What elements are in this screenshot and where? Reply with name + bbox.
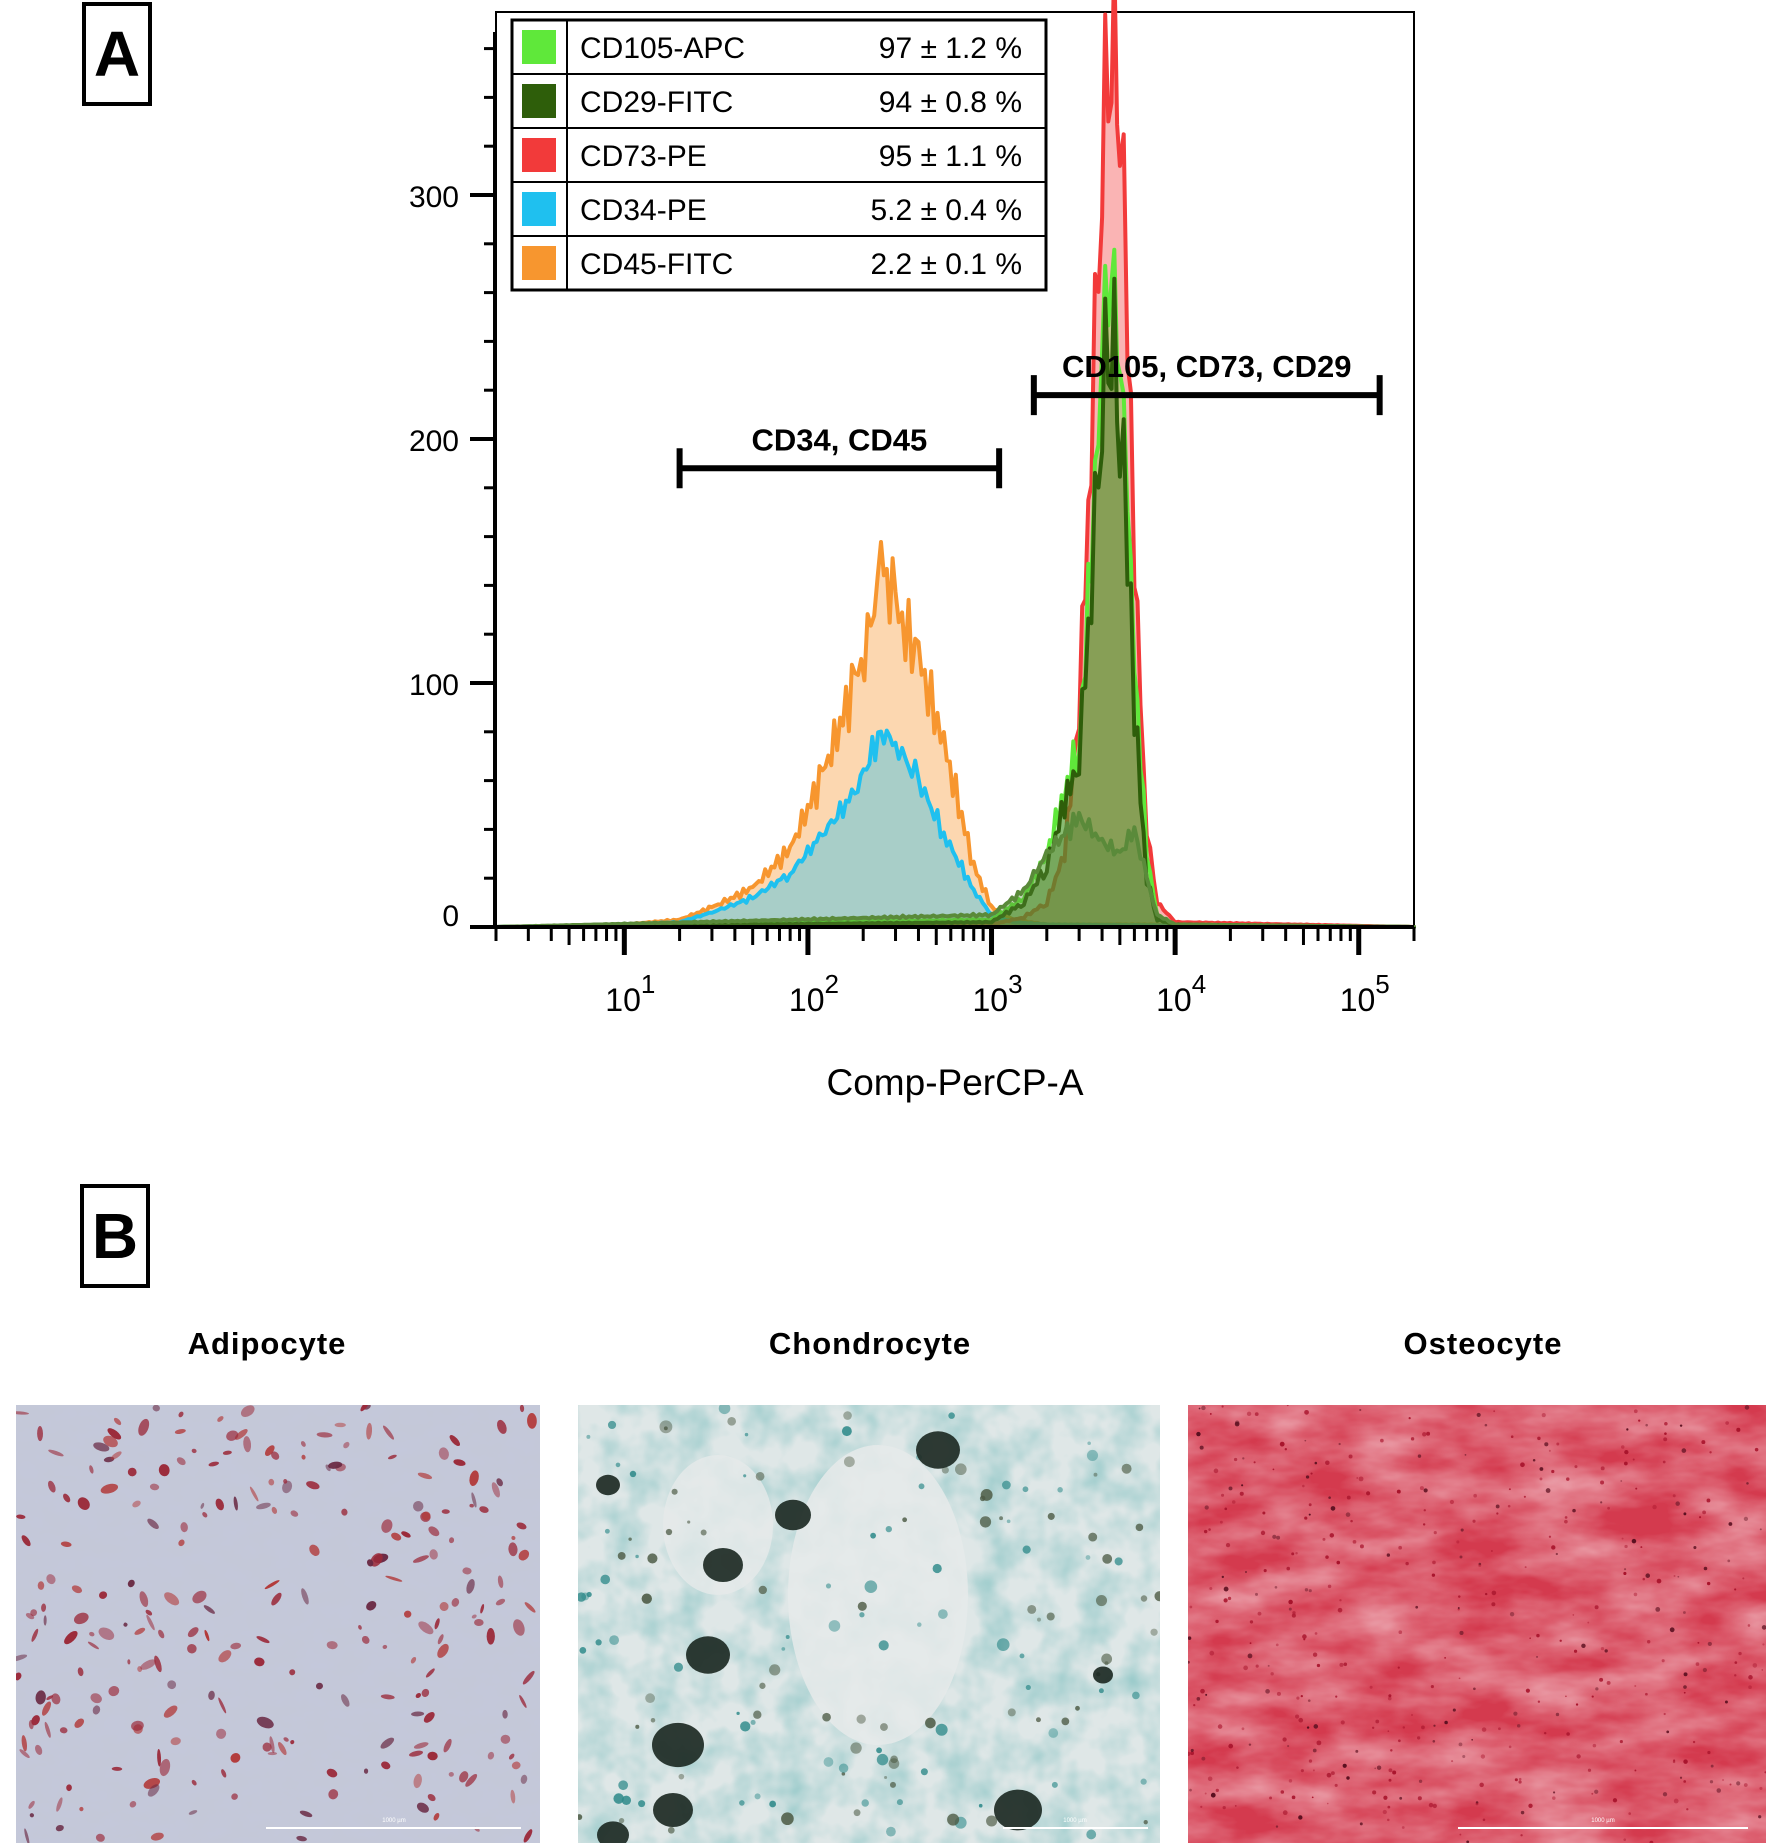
legend-swatch: [522, 246, 556, 280]
legend-value: 97 ± 1.2 %: [879, 32, 1022, 65]
y-tick-label: 200: [409, 425, 459, 458]
adipocyte-title: Adipocyte: [187, 1326, 347, 1361]
adipocyte-scale-text: 1000 µm: [382, 1818, 405, 1824]
x-tick-label: 103: [972, 969, 1022, 1018]
adipocyte-micrograph: 1000 µm: [16, 1405, 540, 1843]
x-tick-label: 102: [789, 969, 839, 1018]
legend-value: 94 ± 0.8 %: [879, 86, 1022, 119]
legend-swatch: [522, 192, 556, 226]
legend-name: CD105-APC: [580, 32, 745, 65]
legend-swatch: [522, 30, 556, 64]
legend: CD105-APC 97 ± 1.2 % CD29-FITC 94 ± 0.8 % CD…: [510, 18, 1048, 292]
gate-markers: CD34, CD45 CD105, CD73, CD29: [676, 349, 1383, 489]
chondrocyte-scale-text: 1000 µm: [1063, 1818, 1086, 1824]
osteocyte-scale-text: 1000 µm: [1591, 1818, 1614, 1824]
y-tick-label: 0: [442, 900, 459, 933]
y-tick-label: 100: [409, 669, 459, 702]
x-tick-label: 105: [1340, 969, 1390, 1018]
legend-name: CD45-FITC: [580, 248, 733, 281]
legend-value: 5.2 ± 0.4 %: [870, 194, 1022, 227]
axes: 0 100 200 300 101 102 103 104 105: [409, 32, 1416, 1018]
panel-label-a: A: [82, 2, 152, 106]
legend-name: CD34-PE: [580, 194, 707, 227]
legend-swatch: [522, 138, 556, 172]
gate-label-0: CD34, CD45: [751, 422, 927, 457]
legend-swatch: [522, 84, 556, 118]
panel-label-b: B: [80, 1184, 150, 1288]
chondrocyte-title: Chondrocyte: [768, 1326, 972, 1361]
legend-name: CD29-FITC: [580, 86, 733, 119]
x-axis-label: Comp-PerCP-A: [827, 1062, 1084, 1103]
chondrocyte-micrograph: 1000 µm: [578, 1405, 1160, 1843]
x-tick-label: 101: [605, 969, 655, 1018]
flow-cytometry-histogram: CD34, CD45 CD105, CD73, CD29 0 100 200 300 10…: [409, 0, 1416, 1103]
legend-value: 95 ± 1.1 %: [879, 140, 1022, 173]
legend-name: CD73-PE: [580, 140, 707, 173]
osteocyte-micrograph: 1000 µm: [1188, 1405, 1766, 1843]
gate-label-1: CD105, CD73, CD29: [1062, 349, 1351, 384]
y-tick-label: 300: [409, 181, 459, 214]
x-tick-label: 104: [1156, 969, 1206, 1018]
legend-box: [510, 18, 1048, 292]
osteocyte-title: Osteocyte: [1403, 1326, 1563, 1361]
legend-value: 2.2 ± 0.1 %: [870, 248, 1022, 281]
